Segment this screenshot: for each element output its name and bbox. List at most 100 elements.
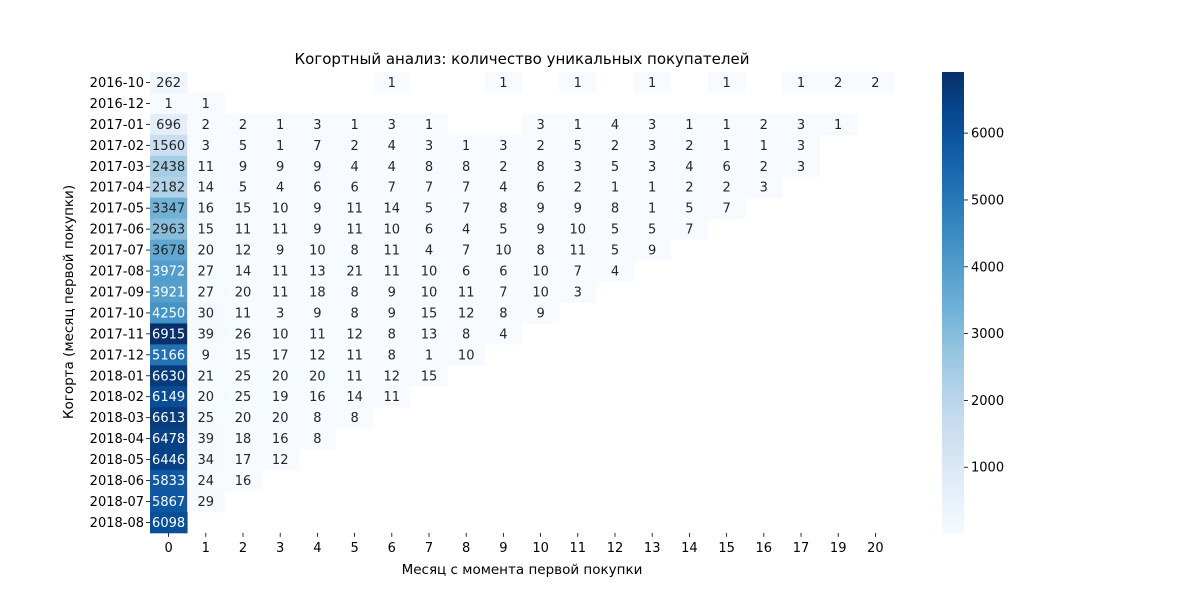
- heatmap-cell: [336, 113, 374, 136]
- heatmap-cell: [633, 134, 672, 157]
- heatmap-cell: [410, 302, 448, 324]
- heatmap-cell: [373, 218, 411, 240]
- cell-value-label: 8: [462, 160, 470, 175]
- cell-value-label: 16: [309, 390, 326, 405]
- heatmap-cell: [596, 239, 634, 261]
- colorbar-tick-label: 1000: [971, 461, 1004, 476]
- heatmap-cell: [373, 281, 411, 303]
- cell-value-label: 1: [648, 76, 656, 91]
- cell-value-label: 10: [570, 223, 587, 238]
- cell-value-label: 1: [202, 97, 210, 112]
- cell-value-label: 1: [797, 76, 805, 91]
- cell-value-label: 24: [198, 474, 215, 489]
- heatmap-cell: [373, 113, 411, 136]
- heatmap-cell: [187, 323, 225, 345]
- x-tick-label: 1: [202, 541, 210, 556]
- cell-value-label: 4: [611, 118, 619, 133]
- cell-value-label: 9: [536, 223, 544, 238]
- cell-value-label: 25: [235, 369, 252, 384]
- heatmap-cell: [559, 281, 597, 303]
- heatmap-cell: [187, 260, 225, 282]
- heatmap-cell: [745, 113, 783, 136]
- cell-value-label: 11: [309, 327, 326, 342]
- heatmap-cell: [670, 134, 709, 157]
- cell-value-label: 2963: [152, 223, 185, 238]
- colorbar-tick-label: 3000: [971, 327, 1004, 342]
- cell-value-label: 1: [760, 139, 768, 154]
- cell-value-label: 9: [313, 202, 321, 217]
- heatmap-cell: [484, 302, 523, 324]
- cell-value-label: 4: [611, 265, 619, 280]
- heatmap-cell: [224, 260, 262, 282]
- cell-value-label: 9: [574, 202, 582, 217]
- cell-value-label: 3: [797, 160, 805, 175]
- chart-title: Когортный анализ: количество уникальных …: [295, 50, 750, 68]
- heatmap-cell: [187, 134, 225, 157]
- x-tick-label: 17: [793, 541, 810, 556]
- heatmap-cell: [596, 176, 634, 199]
- heatmap-cell: [559, 155, 597, 178]
- cell-value-label: 5: [611, 244, 619, 259]
- heatmap-cell: [447, 134, 486, 157]
- heatmap-cell: [373, 365, 411, 387]
- cell-value-label: 10: [421, 265, 438, 280]
- heatmap-cell: [559, 239, 597, 261]
- cell-value-label: 1: [276, 139, 284, 154]
- heatmap-cell: [708, 134, 746, 157]
- cell-value-label: 3: [313, 118, 321, 133]
- cell-value-label: 2438: [152, 160, 185, 175]
- cell-value-label: 26: [235, 327, 252, 342]
- heatmap-cell: [484, 281, 523, 303]
- cell-value-label: 11: [198, 160, 215, 175]
- heatmap-cell: [224, 323, 262, 345]
- cell-value-label: 3921: [152, 285, 185, 300]
- cell-value-label: 5867: [152, 495, 185, 510]
- heatmap-cell: [224, 449, 262, 471]
- y-tick-label: 2016-10: [90, 76, 144, 91]
- heatmap-cell: [745, 176, 783, 199]
- cell-value-label: 14: [346, 390, 363, 405]
- heatmap-cell: [150, 113, 188, 136]
- x-tick-label: 13: [644, 541, 661, 556]
- x-tick-label: 15: [718, 541, 735, 556]
- cell-value-label: 3: [574, 160, 582, 175]
- cell-value-label: 1: [574, 118, 582, 133]
- heatmap-cell: [150, 176, 188, 199]
- heatmap-cell: [670, 218, 709, 240]
- x-tick-label: 0: [164, 541, 172, 556]
- cell-value-label: 30: [198, 306, 215, 321]
- heatmap-cell: [633, 113, 672, 136]
- cell-value-label: 18: [309, 285, 326, 300]
- cell-value-label: 12: [458, 306, 475, 321]
- heatmap-cell: [484, 155, 523, 178]
- cell-value-label: 16: [272, 432, 289, 447]
- heatmap-cell: [150, 218, 188, 240]
- cell-value-label: 27: [198, 265, 215, 280]
- cell-value-label: 3: [276, 306, 284, 321]
- heatmap-cell: [670, 155, 709, 178]
- colorbar-gradient: [942, 72, 964, 534]
- heatmap-cell: [224, 155, 262, 178]
- heatmap-cell: [819, 113, 858, 136]
- y-tick-label: 2017-02: [90, 139, 144, 154]
- heatmap-cell: [261, 302, 300, 324]
- y-tick-label: 2017-11: [90, 327, 144, 342]
- cell-value-label: 7: [685, 223, 693, 238]
- cell-value-label: 20: [198, 390, 215, 405]
- heatmap-cell: [298, 407, 337, 429]
- heatmap-cell: [708, 113, 746, 136]
- heatmap-cell: [187, 491, 225, 513]
- heatmap-cell: [150, 449, 188, 471]
- cell-value-label: 15: [198, 223, 215, 238]
- cell-value-label: 21: [198, 369, 215, 384]
- cell-value-label: 8: [536, 244, 544, 259]
- heatmap-cell: [336, 323, 374, 345]
- heatmap-cell: [298, 365, 337, 387]
- cell-value-label: 11: [272, 223, 289, 238]
- cell-value-label: 2: [350, 139, 358, 154]
- heatmap-cell: [373, 134, 411, 157]
- cell-value-label: 4: [499, 327, 507, 342]
- cell-value-label: 5: [425, 202, 433, 217]
- heatmap-cell: [522, 113, 560, 136]
